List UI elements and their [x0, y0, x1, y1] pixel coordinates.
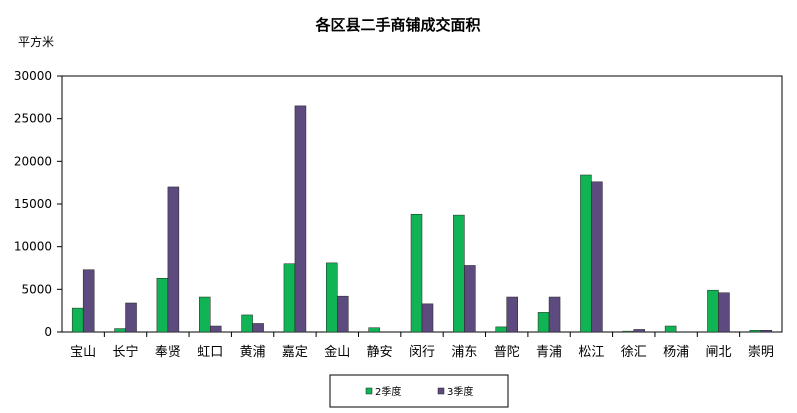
y-tick-label: 5000 — [21, 282, 52, 296]
bar-q3 — [464, 265, 476, 333]
bar-q3 — [591, 181, 603, 333]
y-tick-label: 15000 — [14, 197, 52, 211]
bar-q2 — [453, 214, 465, 333]
legend-swatch — [437, 387, 445, 395]
bar-q2 — [198, 296, 211, 333]
bar-q2 — [283, 263, 296, 333]
x-tick-label: 静安 — [367, 345, 393, 360]
y-tick-label: 0 — [44, 325, 52, 339]
bar-q2 — [241, 314, 253, 333]
bar-q2 — [580, 174, 592, 333]
bar-q2 — [622, 330, 635, 333]
bar-q3 — [718, 292, 730, 333]
bar-q2 — [71, 307, 84, 333]
legend-swatch — [365, 387, 373, 395]
bar-q3 — [548, 296, 561, 333]
bar-q3 — [337, 295, 349, 333]
bar-q2 — [114, 328, 126, 333]
y-tick-label: 25000 — [14, 112, 52, 126]
legend-label: 3季度 — [447, 385, 473, 398]
x-tick-label: 杨浦 — [663, 345, 689, 360]
x-tick-label: 黄浦 — [240, 345, 266, 360]
x-tick-label: 闸北 — [705, 345, 731, 360]
bar-q2 — [749, 330, 762, 333]
y-axis-unit-label: 平方米 — [18, 34, 54, 49]
bar-q3 — [125, 302, 137, 333]
x-tick-label: 徐汇 — [621, 345, 647, 360]
bar-q3 — [633, 329, 646, 333]
bar-q2 — [156, 277, 169, 333]
bar-q2 — [707, 289, 719, 333]
bar-q2 — [368, 327, 380, 333]
legend: 2季度 3季度 — [329, 374, 509, 408]
x-tick-label: 闵行 — [409, 345, 435, 360]
x-tick-label: 长宁 — [113, 344, 139, 360]
bar-q2 — [410, 213, 423, 333]
x-tick-label: 金山 — [324, 344, 350, 360]
bar-q2 — [326, 262, 338, 333]
legend-label: 2季度 — [375, 385, 401, 398]
bar-q3 — [294, 105, 307, 333]
bar-q3 — [760, 330, 773, 333]
bar-q3 — [167, 186, 180, 333]
y-tick-label: 10000 — [14, 240, 52, 254]
bar-q3 — [209, 325, 222, 333]
bar-q2 — [495, 326, 507, 333]
x-tick-label: 崇明 — [748, 345, 774, 360]
bar-q3 — [82, 269, 95, 333]
x-tick-label: 嘉定 — [282, 345, 308, 360]
bar-q3 — [252, 323, 264, 333]
legend-box — [329, 374, 509, 408]
x-tick-label: 虹口 — [197, 345, 223, 360]
bar-q3 — [506, 296, 518, 333]
bar-q3 — [421, 303, 434, 333]
x-tick-label: 青浦 — [536, 345, 562, 360]
x-tick-label: 宝山 — [70, 345, 96, 360]
plot-area: 0 5000 10000 15000 20000 25000 30000 宝山 长宁 奉贤 虹口 黄浦… — [14, 69, 783, 360]
y-tick-label: 20000 — [14, 154, 52, 168]
y-tick-label: 30000 — [14, 69, 52, 83]
x-tick-label: 普陀 — [494, 344, 520, 360]
x-tick-label: 奉贤 — [155, 345, 181, 360]
bar-q2 — [537, 312, 550, 333]
x-tick-label: 浦东 — [451, 345, 477, 360]
chart-title: 各区县二手商铺成交面积 — [314, 16, 480, 34]
x-tick-label: 松江 — [578, 345, 604, 360]
bar-q2 — [664, 325, 677, 333]
